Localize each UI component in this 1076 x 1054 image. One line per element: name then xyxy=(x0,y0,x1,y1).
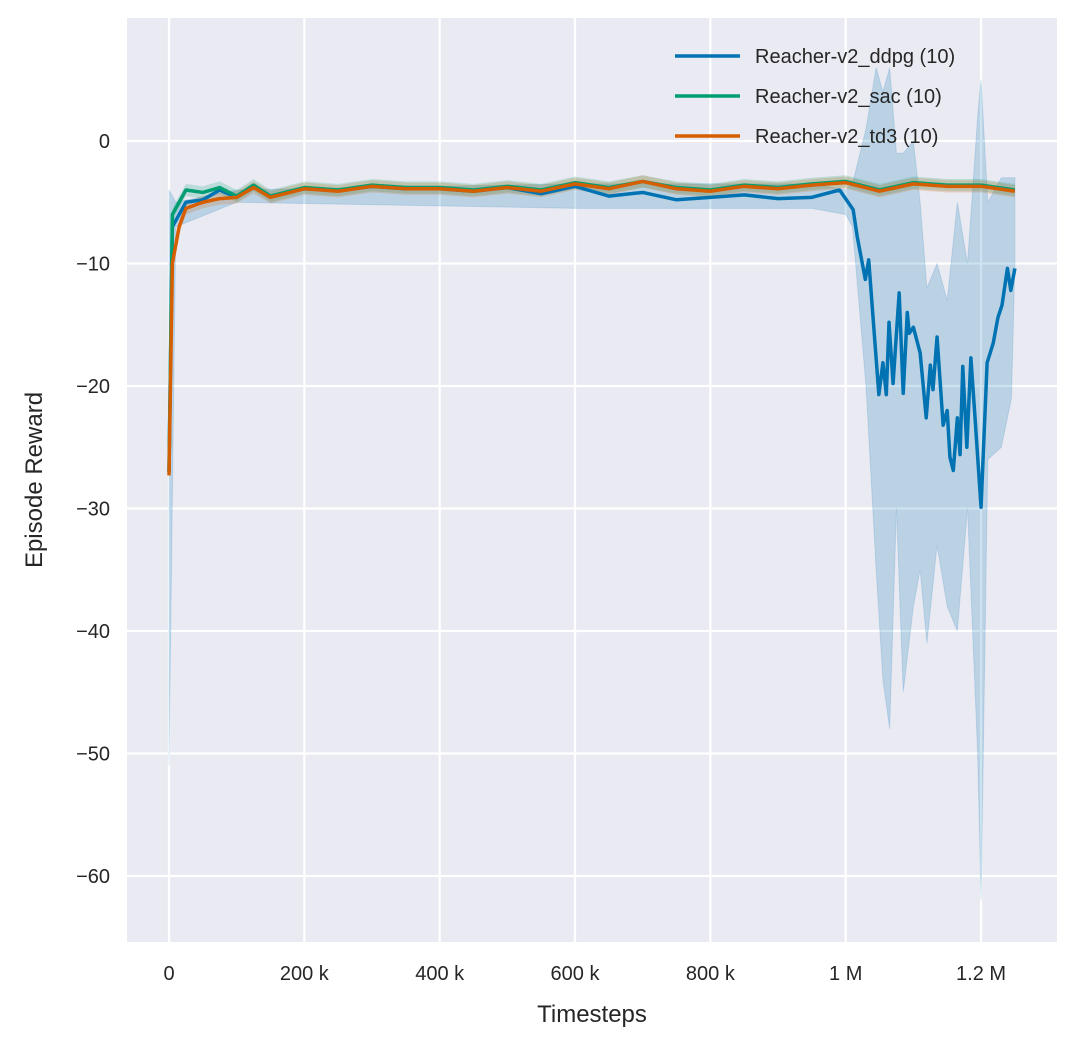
legend-label: Reacher-v2_ddpg (10) xyxy=(755,46,955,68)
x-tick-label: 1.2 M xyxy=(956,963,1006,985)
y-axis-label: Episode Reward xyxy=(21,392,48,568)
y-tick-label: −50 xyxy=(76,744,110,766)
y-tick-label: 0 xyxy=(99,131,110,153)
legend-label: Reacher-v2_sac (10) xyxy=(755,86,942,108)
x-tick-label: 800 k xyxy=(686,963,736,985)
x-tick-label: 400 k xyxy=(415,963,465,985)
x-axis-label: Timesteps xyxy=(537,1001,647,1028)
y-tick-label: −30 xyxy=(76,499,110,521)
y-tick-label: −10 xyxy=(76,254,110,276)
x-tick-label: 200 k xyxy=(280,963,330,985)
x-tick-label: 0 xyxy=(163,963,174,985)
y-tick-label: −20 xyxy=(76,376,110,398)
x-tick-label: 1 M xyxy=(829,963,862,985)
y-tick-label: −40 xyxy=(76,621,110,643)
legend-label: Reacher-v2_td3 (10) xyxy=(755,126,938,148)
x-tick-label: 600 k xyxy=(551,963,601,985)
y-tick-label: −60 xyxy=(76,866,110,888)
